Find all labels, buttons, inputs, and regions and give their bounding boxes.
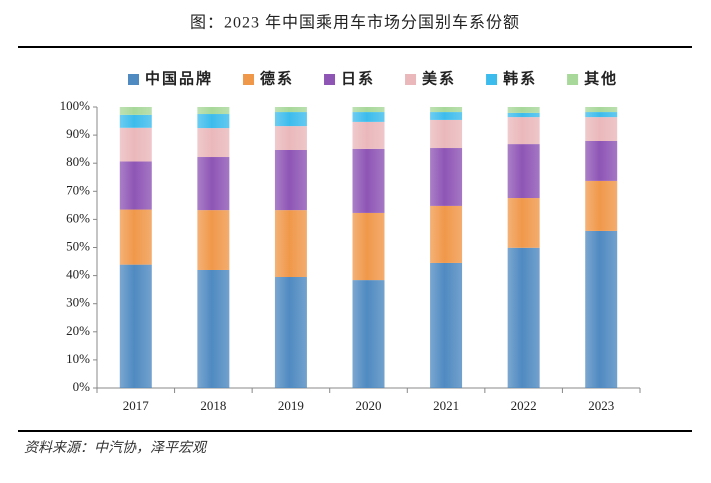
bar-segment (119, 264, 152, 388)
bar-segment (274, 112, 307, 127)
x-tick-label: 2021 (433, 398, 459, 413)
legend-swatch (405, 74, 417, 85)
bar-segment (119, 161, 152, 210)
bar-segment (274, 210, 307, 278)
y-tick-label: 0% (73, 379, 91, 394)
legend-label: 日系 (341, 70, 375, 87)
chart-title: 图：2023 年中国乘用车市场分国别车系份额 (190, 14, 520, 32)
bar-segment (585, 112, 618, 118)
bar-segment (507, 112, 540, 118)
legend-swatch (243, 74, 255, 85)
bar-segment (507, 107, 540, 113)
bar-segment (585, 180, 618, 231)
bar-segment (352, 148, 385, 213)
bar-segment (430, 112, 463, 120)
source: 资料来源：中汽协，泽平宏观 (24, 440, 208, 456)
bar-segment (352, 280, 385, 388)
y-tick-label: 50% (66, 238, 90, 253)
bar-segment (585, 117, 618, 142)
bar-segment (274, 107, 307, 113)
bar-segment (352, 107, 385, 113)
bar-segment (507, 247, 540, 388)
y-tick-label: 10% (66, 351, 90, 366)
bar-segment (507, 198, 540, 248)
x-tick-label: 2023 (588, 398, 614, 413)
bar-segment (430, 119, 463, 149)
legend-swatch (567, 74, 579, 85)
bar-segment (119, 209, 152, 265)
bar-segment (430, 148, 463, 206)
bar-segment (430, 107, 463, 113)
bar-segment (507, 117, 540, 145)
legend-swatch (324, 74, 336, 85)
y-tick-label: 90% (66, 126, 90, 141)
bar-segment (430, 205, 463, 263)
bar-segment (119, 114, 152, 128)
bar-segment (352, 121, 385, 149)
y-tick-label: 70% (66, 182, 90, 197)
bar-segment (197, 107, 230, 115)
bar-segment (430, 262, 463, 388)
y-tick-label: 100% (60, 98, 91, 113)
legend-label: 美系 (422, 69, 456, 87)
bar-segment (274, 149, 307, 211)
bar-segment (197, 128, 230, 158)
legend-swatch (486, 74, 498, 85)
legend-swatch (128, 74, 139, 85)
x-tick-label: 2019 (278, 398, 304, 413)
y-tick-label: 80% (66, 154, 90, 169)
x-tick-label: 2018 (200, 398, 226, 413)
bar-segment (352, 212, 385, 281)
bar-segment (197, 114, 230, 129)
bar-segment (585, 141, 618, 181)
x-tick-label: 2017 (123, 398, 150, 413)
y-tick-label: 40% (66, 267, 90, 282)
legend-label: 韩系 (503, 69, 537, 87)
bar-segment (507, 144, 540, 199)
y-tick-label: 30% (66, 295, 90, 310)
x-tick-label: 2020 (356, 398, 382, 413)
bar-segment (197, 210, 230, 270)
bar-segment (197, 157, 230, 211)
bar-segment (585, 230, 618, 388)
bar-segment (352, 112, 385, 122)
bar-segment (585, 107, 618, 113)
x-tick-label: 2022 (511, 398, 537, 413)
y-tick-label: 20% (66, 323, 90, 338)
legend-label: 其他 (584, 69, 618, 87)
bar-segment (119, 107, 152, 115)
bar-segment (274, 277, 307, 388)
bar-segment (119, 127, 152, 162)
y-tick-label: 60% (66, 210, 90, 225)
bar-segment (274, 126, 307, 150)
legend-label: 德系 (260, 69, 294, 87)
legend-label: 中国品牌 (145, 69, 213, 87)
bar-segment (197, 269, 230, 388)
